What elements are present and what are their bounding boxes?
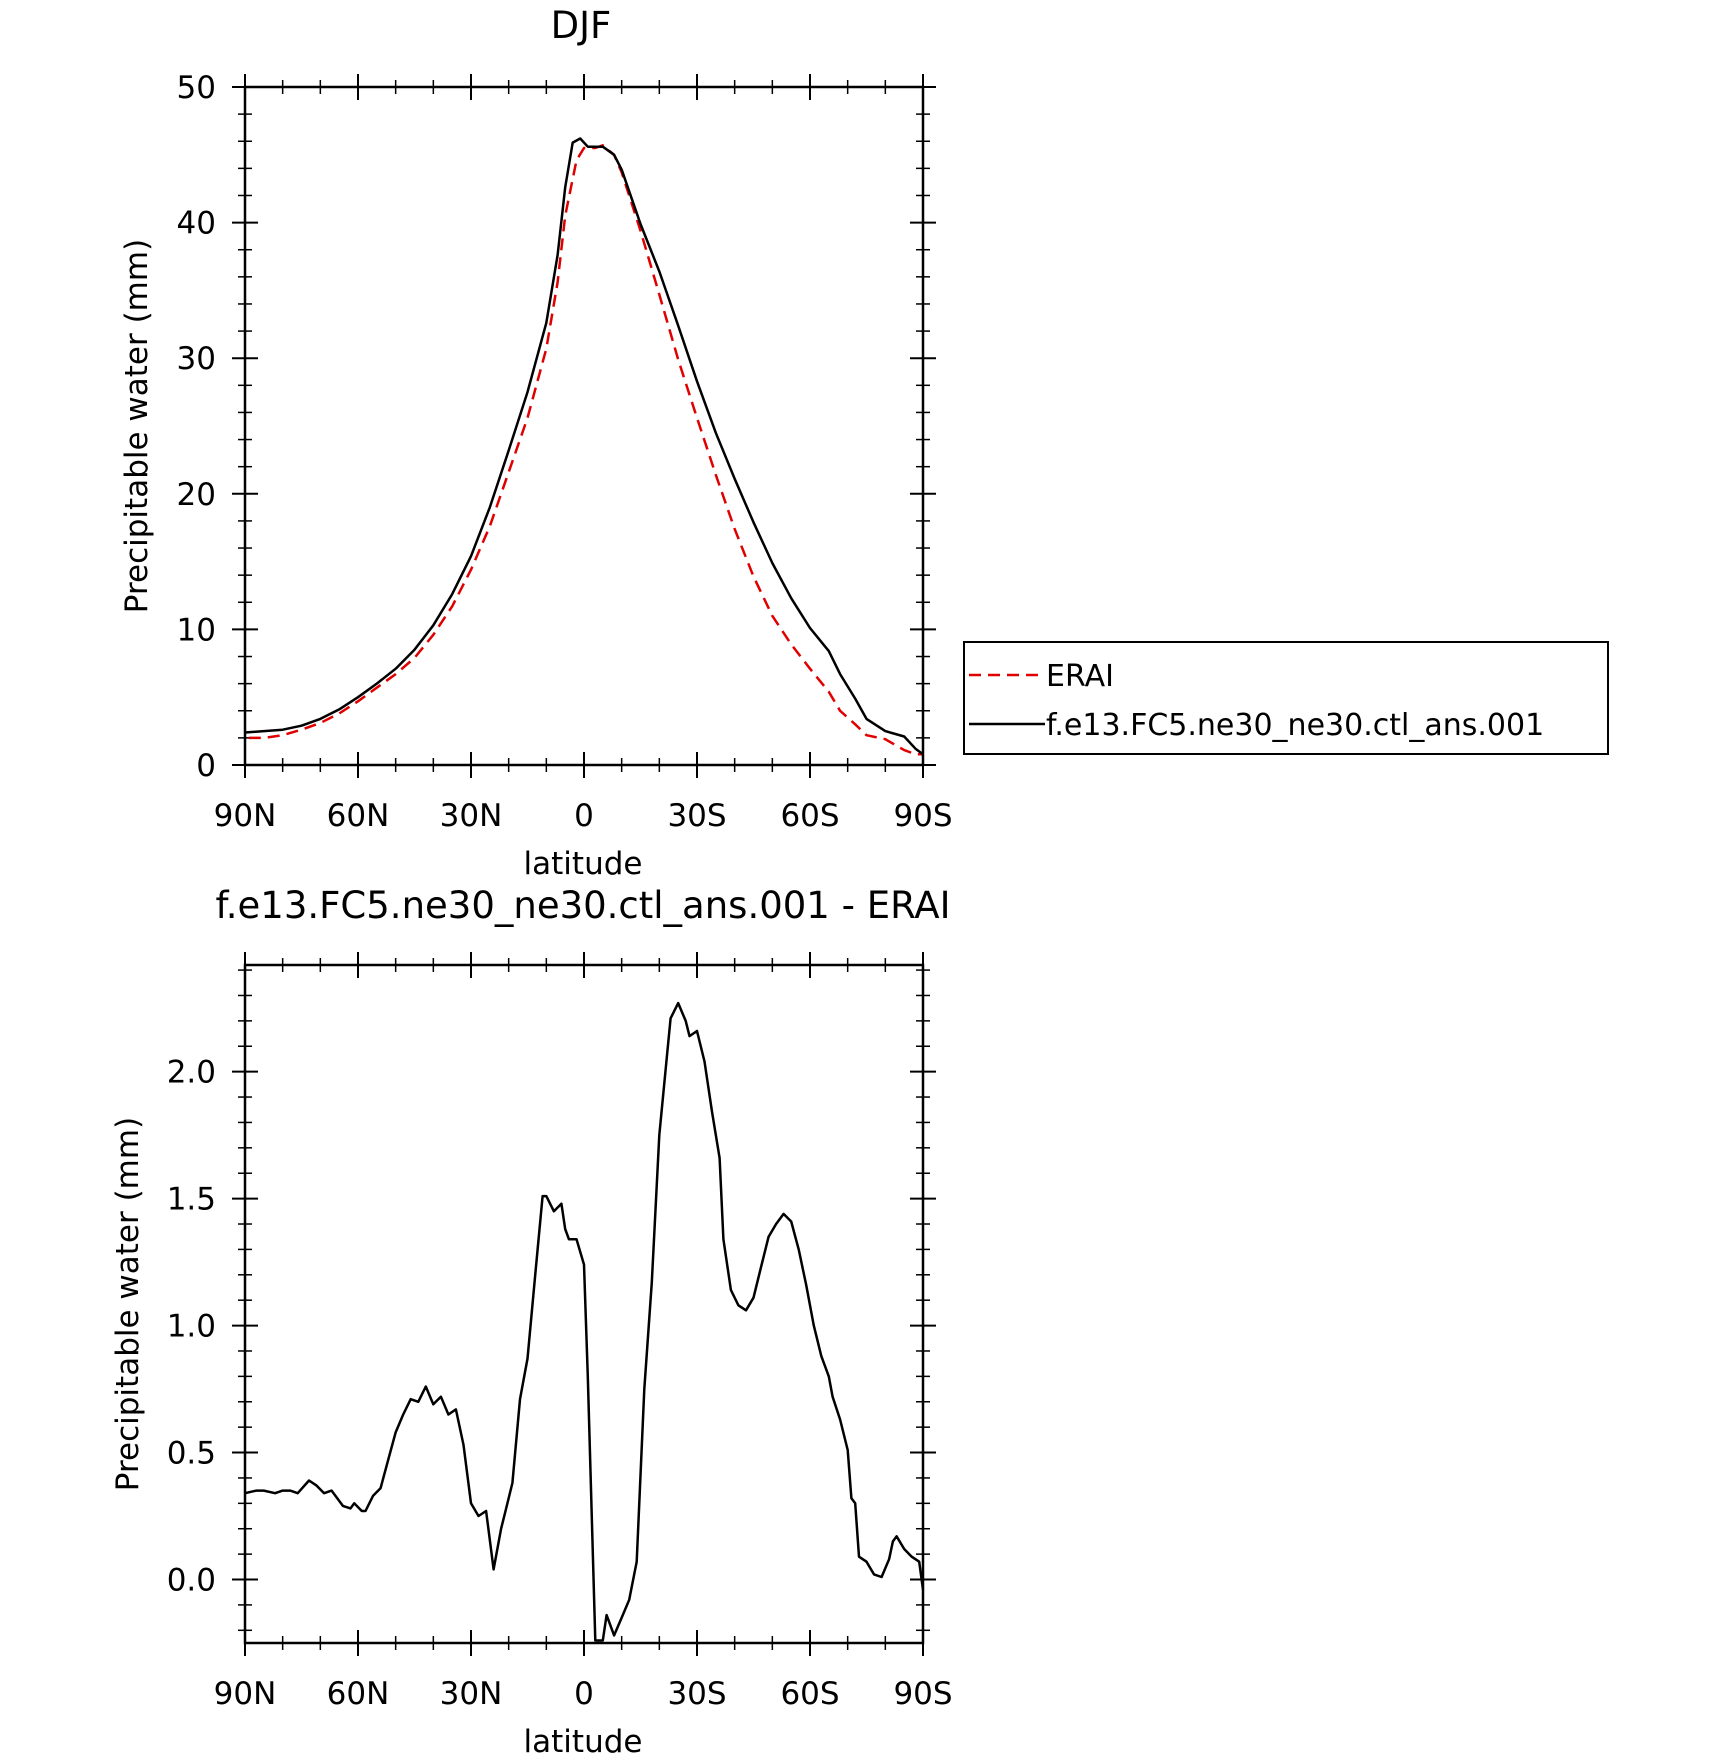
x-tick-label: 60N xyxy=(327,798,390,834)
x-tick-label: 0 xyxy=(574,1676,594,1712)
x-tick-label: 90N xyxy=(214,798,277,834)
x-tick-label: 60S xyxy=(780,798,839,834)
x-tick-label: 30S xyxy=(667,798,726,834)
y-tick-label: 2.0 xyxy=(167,1055,216,1091)
plot-area xyxy=(232,74,936,778)
plot-area xyxy=(232,952,936,1656)
y-tick-label: 0.0 xyxy=(167,1563,216,1599)
x-tick-label: 30N xyxy=(440,798,503,834)
x-axis-label: latitude xyxy=(524,1724,643,1758)
plot-frame xyxy=(243,85,925,767)
y-tick-label: 0 xyxy=(196,748,216,784)
legend-box xyxy=(963,641,1609,755)
legend-label-erai: ERAI xyxy=(1046,659,1114,694)
series-group xyxy=(244,1001,925,1642)
y-tick-label: 1.0 xyxy=(167,1309,216,1345)
legend-label-model: f.e13.FC5.ne30_ne30.ctl_ans.001 xyxy=(1046,708,1544,743)
legend: ERAI f.e13.FC5.ne30_ne30.ctl_ans.001 xyxy=(963,641,1609,755)
x-tick-label: 60N xyxy=(327,1676,390,1712)
series-line-model xyxy=(244,137,924,756)
series-line-difference xyxy=(244,1001,925,1642)
y-axis-label: Precipitable water (mm) xyxy=(110,1117,146,1491)
panel-djf: DJF 90N 60N 30N 0 30S 60S 90S 0 10 20 30 40 50 lati… xyxy=(119,4,1609,882)
y-tick-label: 30 xyxy=(177,341,216,377)
panel-difference: f.e13.FC5.ne30_ne30.ctl_ans.001 - ERAI 9… xyxy=(110,884,953,1758)
plot-frame xyxy=(243,963,925,1645)
x-tick-label: 90S xyxy=(893,1676,952,1712)
chart-title: f.e13.FC5.ne30_ne30.ctl_ans.001 - ERAI xyxy=(215,884,950,927)
x-tick-label: 90S xyxy=(893,798,952,834)
y-tick-label: 50 xyxy=(177,70,216,106)
y-tick-labels: 0 10 20 30 40 50 xyxy=(177,70,216,784)
x-tick-label: 30S xyxy=(667,1676,726,1712)
series-line-erai xyxy=(248,144,923,756)
x-tick-label: 60S xyxy=(780,1676,839,1712)
y-tick-label: 10 xyxy=(177,612,216,648)
y-tick-label: 20 xyxy=(177,477,216,513)
y-tick-labels: 0.0 0.5 1.0 1.5 2.0 xyxy=(167,1055,216,1599)
chart-title: DJF xyxy=(551,4,612,47)
x-tick-label: 0 xyxy=(574,798,594,834)
y-tick-label: 1.5 xyxy=(167,1182,216,1218)
y-tick-label: 0.5 xyxy=(167,1436,216,1472)
y-axis-label: Precipitable water (mm) xyxy=(119,239,155,613)
series-group xyxy=(244,137,924,756)
x-axis-label: latitude xyxy=(524,846,643,882)
x-tick-label: 30N xyxy=(440,1676,503,1712)
x-tick-labels: 90N 60N 30N 0 30S 60S 90S xyxy=(214,798,953,834)
x-tick-labels: 90N 60N 30N 0 30S 60S 90S xyxy=(214,1676,953,1712)
y-tick-label: 40 xyxy=(177,206,216,242)
x-tick-label: 90N xyxy=(214,1676,277,1712)
